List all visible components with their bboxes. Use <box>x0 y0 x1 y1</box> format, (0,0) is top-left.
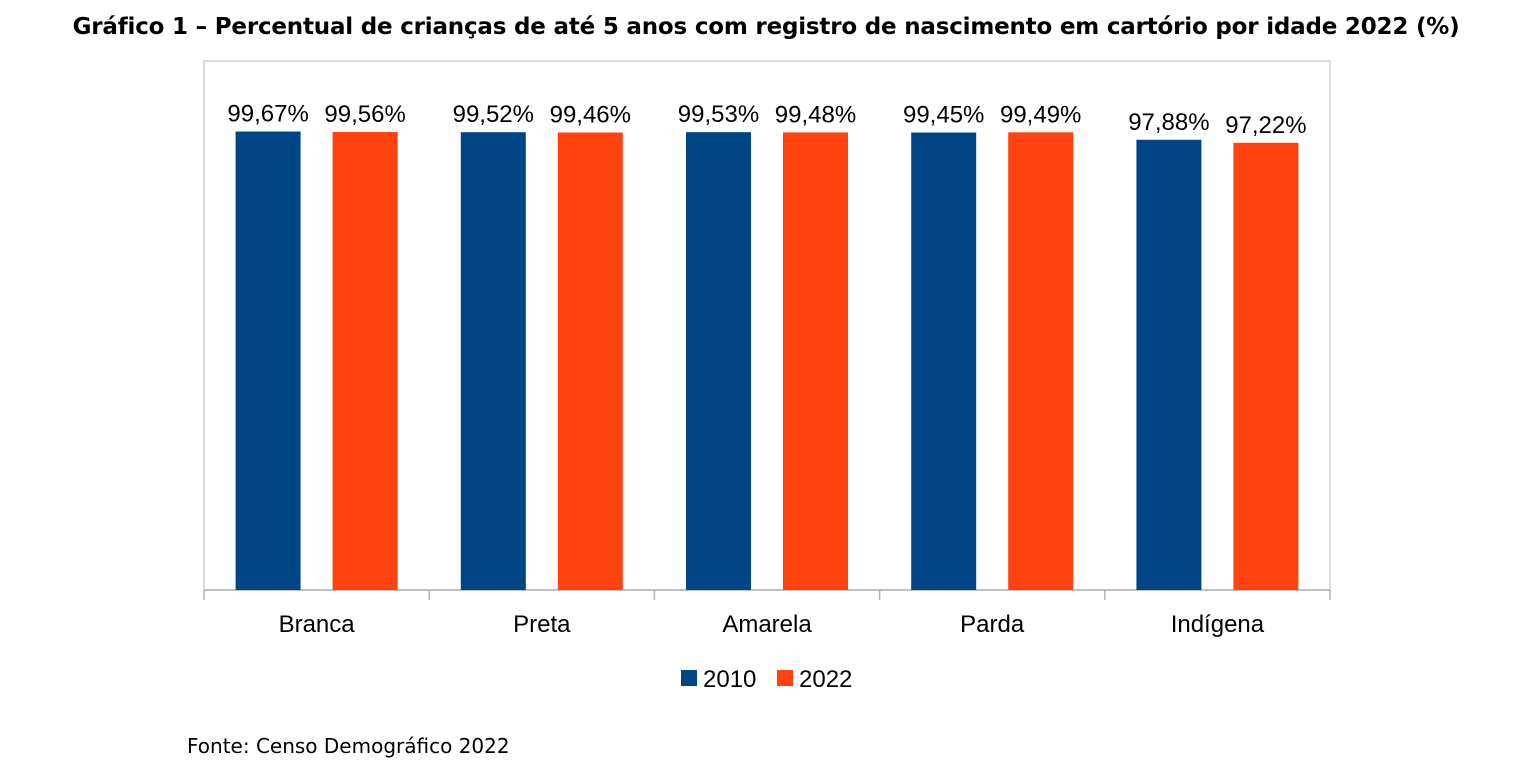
data-label: 99,49% <box>1000 101 1081 128</box>
legend-swatch-2022 <box>777 670 793 686</box>
x-tick-label: Indígena <box>1171 611 1265 638</box>
legend-label: 2022 <box>799 666 852 693</box>
x-tick-label: Preta <box>513 611 571 638</box>
data-label: 99,48% <box>775 101 856 128</box>
bar-chart: 99,67% 99,56% Branca 99,52% 99,46% Preta 99,53… <box>203 60 1331 693</box>
data-label: 97,88% <box>1128 109 1209 136</box>
x-tick-label: Amarela <box>722 611 812 638</box>
bar-2010-preta <box>460 132 526 590</box>
bar-2010-amarela <box>686 132 751 591</box>
data-label: 97,22% <box>1225 112 1306 139</box>
data-label: 99,45% <box>903 102 984 129</box>
bar-2022-indígena <box>1233 142 1299 590</box>
bar-2010-branca <box>235 131 301 590</box>
source-note: Fonte: Censo Demográfico 2022 <box>187 734 510 758</box>
data-label: 99,53% <box>678 101 759 128</box>
bar-2022-branca <box>332 132 398 591</box>
data-label: 99,46% <box>550 101 631 128</box>
chart-title: Gráfico 1 – Percentual de crianças de at… <box>72 14 1460 40</box>
data-label: 99,56% <box>324 101 405 128</box>
data-label: 99,52% <box>453 101 534 128</box>
bar-2022-amarela <box>783 132 848 590</box>
bar-2022-preta <box>557 132 623 590</box>
bar-2010-parda <box>911 132 977 590</box>
legend-label: 2010 <box>703 666 756 693</box>
x-tick-label: Parda <box>960 611 1025 638</box>
x-tick-label: Branca <box>279 611 356 638</box>
bar-2022-parda <box>1008 132 1074 590</box>
legend-swatch-2010 <box>681 670 697 686</box>
data-label: 99,67% <box>227 101 308 128</box>
bar-2010-indígena <box>1136 139 1202 590</box>
